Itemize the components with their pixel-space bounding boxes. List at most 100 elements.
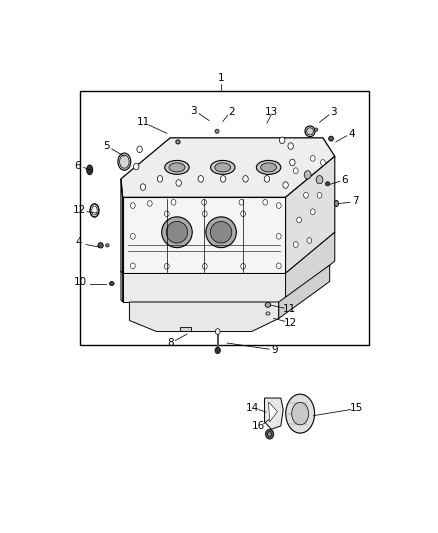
Circle shape <box>304 192 308 198</box>
Polygon shape <box>121 179 123 273</box>
Polygon shape <box>279 265 330 318</box>
Circle shape <box>304 171 311 179</box>
Ellipse shape <box>118 153 131 170</box>
Ellipse shape <box>87 165 93 175</box>
Ellipse shape <box>206 217 237 248</box>
Circle shape <box>311 156 315 161</box>
Ellipse shape <box>162 217 192 248</box>
Circle shape <box>131 263 135 269</box>
Ellipse shape <box>314 128 318 131</box>
Polygon shape <box>268 402 277 422</box>
Circle shape <box>140 184 146 190</box>
Ellipse shape <box>325 182 330 186</box>
Circle shape <box>321 159 325 165</box>
Polygon shape <box>121 271 123 302</box>
Text: 3: 3 <box>330 107 336 117</box>
Circle shape <box>198 175 203 182</box>
Circle shape <box>215 347 220 354</box>
Ellipse shape <box>92 206 97 215</box>
Ellipse shape <box>292 402 309 425</box>
Circle shape <box>276 263 281 269</box>
Text: 9: 9 <box>272 345 278 356</box>
Ellipse shape <box>261 163 276 172</box>
Polygon shape <box>265 398 283 429</box>
Circle shape <box>268 432 272 437</box>
Ellipse shape <box>266 312 270 315</box>
Text: 11: 11 <box>137 117 150 127</box>
Circle shape <box>293 241 298 247</box>
Ellipse shape <box>106 244 109 247</box>
Ellipse shape <box>98 243 103 248</box>
Circle shape <box>316 175 323 184</box>
Circle shape <box>279 137 285 143</box>
Text: 11: 11 <box>283 304 296 314</box>
Polygon shape <box>286 232 335 302</box>
Circle shape <box>131 233 135 239</box>
Circle shape <box>311 209 315 215</box>
Circle shape <box>164 263 169 269</box>
Circle shape <box>202 199 206 205</box>
Circle shape <box>297 217 301 223</box>
Text: 6: 6 <box>74 161 81 171</box>
Text: 1: 1 <box>218 74 224 83</box>
Circle shape <box>157 175 162 182</box>
Text: 4: 4 <box>349 129 355 139</box>
Ellipse shape <box>165 160 189 174</box>
Text: 13: 13 <box>265 107 278 117</box>
Circle shape <box>215 329 220 334</box>
Circle shape <box>164 211 169 216</box>
Ellipse shape <box>215 129 219 133</box>
Text: 8: 8 <box>167 338 173 348</box>
Polygon shape <box>286 156 335 273</box>
Text: 12: 12 <box>73 205 86 215</box>
Ellipse shape <box>256 160 281 174</box>
Circle shape <box>290 159 295 166</box>
Circle shape <box>293 168 298 174</box>
Circle shape <box>202 263 207 269</box>
Circle shape <box>239 199 244 205</box>
Text: 7: 7 <box>352 196 358 206</box>
Ellipse shape <box>305 126 315 136</box>
Text: 15: 15 <box>350 403 363 413</box>
Circle shape <box>288 143 293 149</box>
Ellipse shape <box>169 163 185 172</box>
Circle shape <box>176 180 181 186</box>
Circle shape <box>131 203 135 208</box>
Text: 6: 6 <box>342 175 348 185</box>
Circle shape <box>202 211 207 216</box>
Circle shape <box>134 163 139 170</box>
Circle shape <box>137 146 142 152</box>
Text: 10: 10 <box>74 277 87 287</box>
Polygon shape <box>123 273 286 302</box>
Polygon shape <box>180 327 191 330</box>
Bar <box>80 91 369 345</box>
Text: 14: 14 <box>246 403 259 413</box>
Text: 2: 2 <box>228 107 235 117</box>
Ellipse shape <box>90 204 99 217</box>
Text: 3: 3 <box>191 106 197 116</box>
Circle shape <box>276 233 281 239</box>
Circle shape <box>220 175 226 182</box>
Text: 16: 16 <box>252 421 265 431</box>
Circle shape <box>283 182 288 188</box>
Ellipse shape <box>215 163 231 172</box>
Ellipse shape <box>176 140 180 144</box>
Polygon shape <box>123 197 286 273</box>
Ellipse shape <box>110 281 114 286</box>
Circle shape <box>307 238 312 243</box>
Ellipse shape <box>286 394 314 433</box>
Circle shape <box>263 199 268 205</box>
Text: 12: 12 <box>284 318 297 327</box>
Ellipse shape <box>211 160 235 174</box>
Polygon shape <box>121 138 335 197</box>
Text: 4: 4 <box>76 238 82 247</box>
Circle shape <box>243 175 248 182</box>
Ellipse shape <box>335 200 339 207</box>
Polygon shape <box>130 302 279 332</box>
Circle shape <box>241 263 246 269</box>
Circle shape <box>241 211 246 216</box>
Circle shape <box>264 175 270 182</box>
Circle shape <box>276 203 281 208</box>
Circle shape <box>171 199 176 205</box>
Circle shape <box>148 200 152 206</box>
